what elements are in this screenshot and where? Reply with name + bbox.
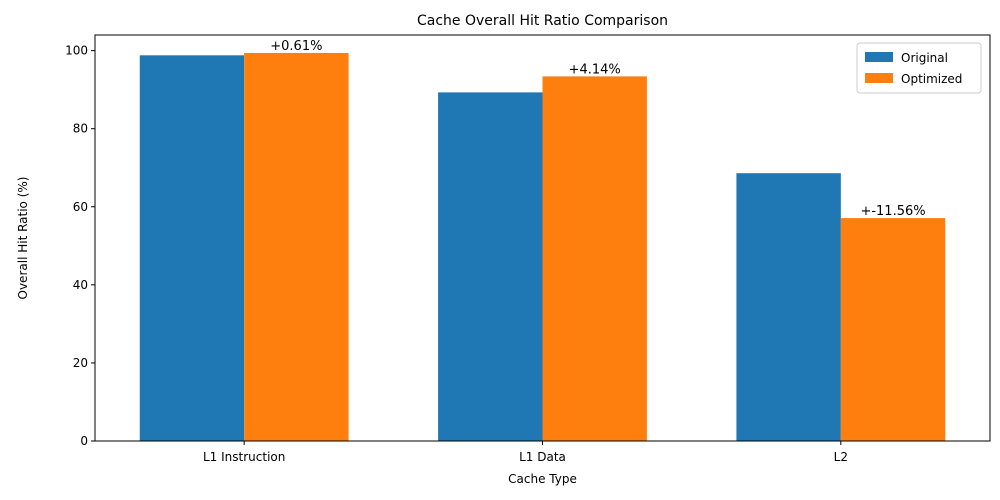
x-axis-label: Cache Type — [508, 472, 577, 486]
bar-original-2 — [736, 173, 841, 441]
plot-frame — [94, 34, 991, 442]
bar-annotation: +4.14% — [569, 62, 621, 77]
bar-optimized-0 — [244, 52, 349, 441]
y-axis: 0 20 40 60 80 100 — [65, 44, 95, 448]
legend-swatch-optimized — [865, 73, 893, 83]
x-tick-label: L1 Instruction — [203, 450, 285, 464]
bar-optimized-2 — [840, 218, 946, 441]
bar-optimized-1 — [542, 76, 647, 441]
bars-layer — [139, 52, 946, 442]
y-tick-label: 100 — [65, 44, 88, 58]
y-tick-label: 80 — [73, 122, 88, 136]
bar-original-0 — [139, 55, 245, 442]
bar-original-1 — [438, 92, 543, 441]
legend-swatch-original — [865, 52, 893, 62]
legend-label-optimized: Optimized — [901, 72, 962, 86]
y-tick-label: 40 — [73, 278, 88, 292]
x-tick-label: L1 Data — [519, 450, 566, 464]
x-tick-label: L2 — [834, 450, 848, 464]
bar-annotation: +0.61% — [270, 39, 322, 54]
y-axis-label: Overall Hit Ratio (%) — [16, 177, 30, 300]
chart-title: Cache Overall Hit Ratio Comparison — [417, 13, 668, 29]
y-tick-label: 60 — [73, 200, 88, 214]
legend: Original Optimized — [856, 42, 982, 94]
legend-label-original: Original — [901, 51, 948, 65]
y-tick-label: 20 — [73, 356, 88, 370]
y-tick-label: 0 — [80, 434, 88, 448]
bar-annotation: +-11.56% — [860, 204, 925, 219]
x-axis: L1 Instruction L1 Data L2 — [203, 441, 848, 464]
annotations-layer: +0.61% +4.14% +-11.56% — [270, 39, 925, 219]
